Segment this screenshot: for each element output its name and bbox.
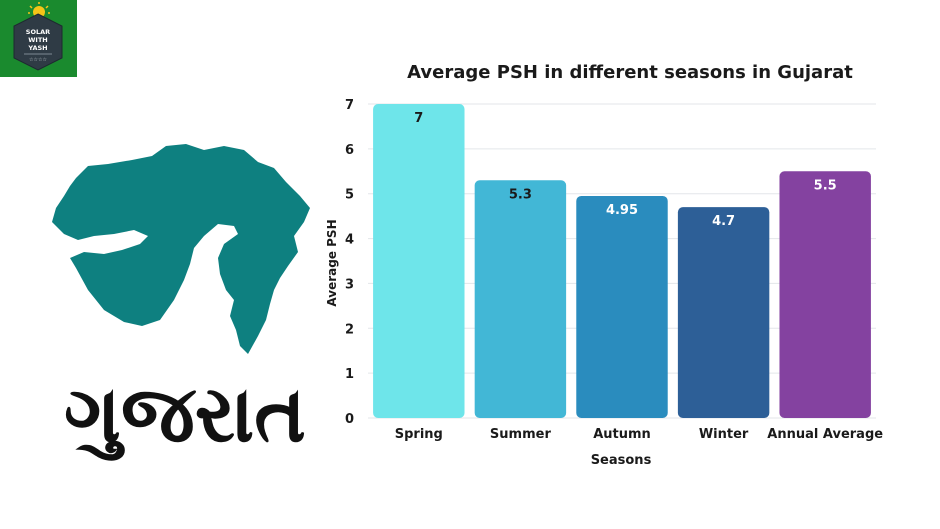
y-tick-label: 7 <box>345 98 354 113</box>
bar-data-label: 7 <box>414 111 423 126</box>
x-tick-label: Annual Average <box>767 427 883 442</box>
solar-with-yash-logo: SOLAR WITH YASH ☆☆☆☆ <box>0 0 77 77</box>
bar-data-label: 4.7 <box>712 214 735 229</box>
logo-graphic: SOLAR WITH YASH ☆☆☆☆ <box>13 2 63 71</box>
y-tick-label: 4 <box>345 233 354 248</box>
y-axis-label: Average PSH <box>325 219 339 306</box>
gujarat-map-shape <box>52 144 310 354</box>
y-tick-label: 5 <box>345 188 354 203</box>
state-name-gujarati: ગુજરાત <box>64 369 306 460</box>
bar-data-label: 5.3 <box>509 187 532 202</box>
x-tick-label: Summer <box>490 427 552 442</box>
y-tick-label: 6 <box>345 143 354 158</box>
bar-autumn <box>576 195 668 418</box>
x-tick-label: Spring <box>395 427 443 442</box>
chart-bars: 7 5.3 4.95 4.7 5.5 <box>373 104 871 418</box>
logo-line-1: SOLAR <box>26 28 50 36</box>
bar-data-label: 4.95 <box>606 203 638 218</box>
x-axis-ticks: Spring Summer Autumn Winter Annual Average <box>395 427 884 442</box>
bar-winter <box>677 207 770 418</box>
y-tick-label: 3 <box>345 277 354 292</box>
y-tick-label: 2 <box>345 322 354 337</box>
gujarat-map-icon <box>52 144 310 354</box>
y-axis-ticks: 0 1 2 3 4 5 6 7 <box>345 98 354 427</box>
bar-summer <box>474 180 567 418</box>
logo-line-2: WITH <box>28 36 47 44</box>
chart-canvas: Average PSH in different seasons in Guja… <box>325 62 884 468</box>
y-tick-label: 0 <box>345 412 354 427</box>
bar-annual-average <box>779 171 871 418</box>
chart-title: Average PSH in different seasons in Guja… <box>407 62 853 83</box>
logo-stars: ☆☆☆☆ <box>29 57 47 63</box>
x-tick-label: Winter <box>699 427 749 442</box>
logo-line-3: YASH <box>27 44 47 52</box>
bar-data-label: 5.5 <box>814 178 837 193</box>
x-axis-label: Seasons <box>591 453 652 468</box>
psh-bar-chart: Average PSH in different seasons in Guja… <box>320 40 920 480</box>
x-tick-label: Autumn <box>593 427 651 442</box>
y-tick-label: 1 <box>345 367 354 382</box>
gujarat-map <box>48 140 318 360</box>
bar-spring <box>373 104 465 418</box>
hexagon-badge <box>13 13 63 71</box>
